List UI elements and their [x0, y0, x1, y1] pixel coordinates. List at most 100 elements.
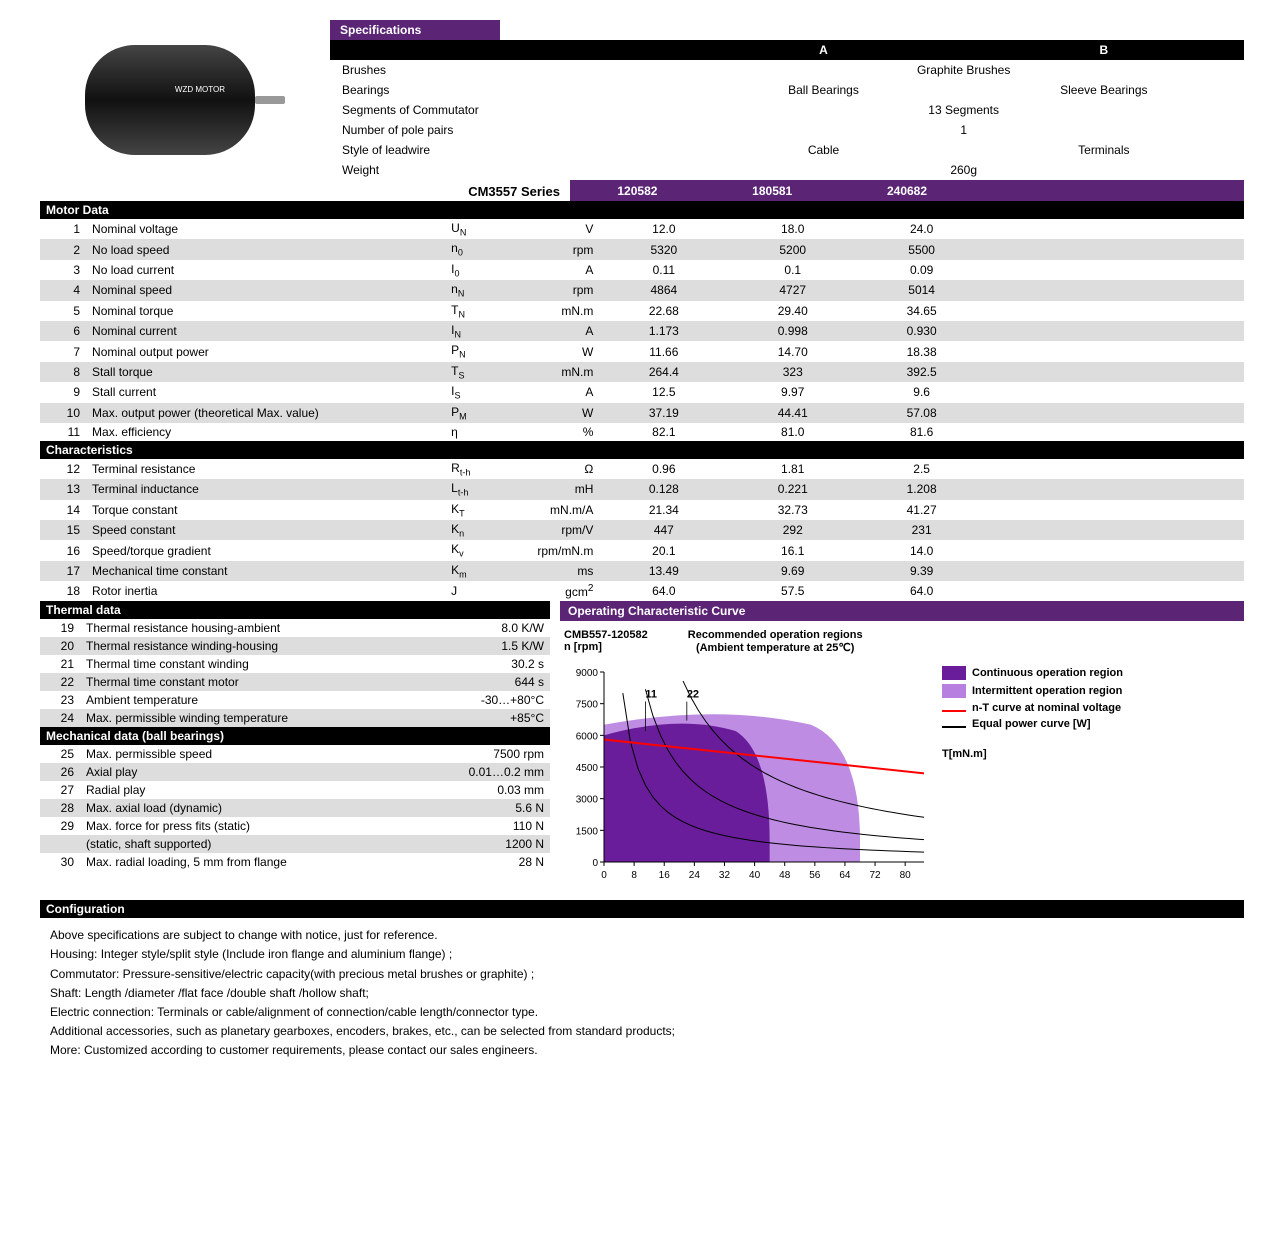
- row-value: 9.69: [728, 561, 857, 581]
- row-value: 9.97: [728, 382, 857, 402]
- row-value: 24.0: [857, 219, 986, 239]
- row-value: 0.998: [728, 321, 857, 341]
- legend-item: Continuous operation region: [942, 666, 1123, 680]
- model-header: 180581: [705, 180, 840, 201]
- row-unit: A: [505, 321, 599, 341]
- row-value: 12.5: [599, 382, 728, 402]
- row-label: Mechanical time constant: [86, 561, 445, 581]
- row-value: 2.5: [857, 459, 986, 479]
- svg-text:0: 0: [601, 870, 607, 881]
- configuration-header: Configuration: [40, 900, 1244, 918]
- svg-text:9000: 9000: [576, 668, 599, 679]
- chart-title-1: CMB557-120582: [564, 629, 648, 641]
- spec-label: Style of leadwire: [330, 140, 683, 160]
- spec-value-b: Sleeve Bearings: [964, 80, 1244, 100]
- row-number: 17: [40, 561, 86, 581]
- row-label: Thermal resistance housing-ambient: [80, 619, 428, 637]
- row-label: Stall current: [86, 382, 445, 402]
- row-unit: rpm: [505, 239, 599, 259]
- row-value: 0.930: [857, 321, 986, 341]
- row-symbol: n0: [445, 239, 505, 259]
- row-value: -30…+80°C: [428, 691, 550, 709]
- row-unit: mH: [505, 479, 599, 499]
- row-label: Nominal speed: [86, 280, 445, 300]
- spec-value: 260g: [683, 160, 1244, 180]
- row-value: 7500 rpm: [428, 745, 550, 763]
- row-number: 29: [40, 817, 80, 835]
- row-symbol: J: [445, 581, 505, 601]
- legend-item: Equal power curve [W]: [942, 718, 1123, 730]
- row-value: 5.6 N: [428, 799, 550, 817]
- row-symbol: Kv: [445, 540, 505, 560]
- chart-legend: Continuous operation regionIntermittent …: [942, 662, 1123, 892]
- row-unit: rpm/V: [505, 520, 599, 540]
- row-label: Max. output power (theoretical Max. valu…: [86, 403, 445, 423]
- row-symbol: I0: [445, 260, 505, 280]
- row-symbol: IN: [445, 321, 505, 341]
- row-label: Axial play: [80, 763, 428, 781]
- row-label: Max. permissible speed: [80, 745, 428, 763]
- row-label: Max. efficiency: [86, 423, 445, 441]
- row-number: 6: [40, 321, 86, 341]
- model-header: 120582: [570, 180, 705, 201]
- row-number: 3: [40, 260, 86, 280]
- row-value: +85°C: [428, 709, 550, 727]
- svg-text:48: 48: [779, 870, 791, 881]
- spec-col-b: B: [964, 40, 1244, 60]
- top-row: WZD MOTOR Specifications A B BrushesGrap…: [40, 20, 1244, 180]
- row-unit: mN.m: [505, 301, 599, 321]
- row-label: Max. axial load (dynamic): [80, 799, 428, 817]
- specifications-box: Specifications A B BrushesGraphite Brush…: [330, 20, 1244, 180]
- thermal-table: Thermal data 19Thermal resistance housin…: [40, 601, 550, 871]
- row-number: [40, 835, 80, 853]
- row-symbol: PM: [445, 403, 505, 423]
- config-line: Additional accessories, such as planetar…: [50, 1022, 1234, 1041]
- motor-data-table: Motor Data 1Nominal voltageUNV12.018.024…: [40, 201, 1244, 601]
- row-value: 9.6: [857, 382, 986, 402]
- row-symbol: Km: [445, 561, 505, 581]
- row-value: 447: [599, 520, 728, 540]
- motor-image: WZD MOTOR: [40, 20, 300, 180]
- row-value: 20.1: [599, 540, 728, 560]
- row-number: 23: [40, 691, 80, 709]
- row-label: Terminal resistance: [86, 459, 445, 479]
- row-unit: A: [505, 382, 599, 402]
- config-line: Above specifications are subject to chan…: [50, 926, 1234, 945]
- row-symbol: Kn: [445, 520, 505, 540]
- row-symbol: Rt-h: [445, 459, 505, 479]
- config-line: Electric connection: Terminals or cable/…: [50, 1003, 1234, 1022]
- datasheet-page: WZD MOTOR Specifications A B BrushesGrap…: [0, 0, 1284, 1089]
- row-value: 16.1: [728, 540, 857, 560]
- row-number: 30: [40, 853, 80, 871]
- row-value: 18.0: [728, 219, 857, 239]
- row-value: 392.5: [857, 362, 986, 382]
- row-unit: W: [505, 341, 599, 361]
- row-label: Ambient temperature: [80, 691, 428, 709]
- row-value: 11.66: [599, 341, 728, 361]
- row-value: 4864: [599, 280, 728, 300]
- svg-text:3000: 3000: [576, 795, 599, 806]
- row-value: 0.11: [599, 260, 728, 280]
- motor-data-header: Motor Data: [40, 201, 1244, 219]
- row-value: 34.65: [857, 301, 986, 321]
- row-label: Max. force for press fits (static): [80, 817, 428, 835]
- row-value: 29.40: [728, 301, 857, 321]
- row-value: 0.03 mm: [428, 781, 550, 799]
- spec-label: Segments of Commutator: [330, 100, 683, 120]
- row-unit: V: [505, 219, 599, 239]
- svg-text:7500: 7500: [576, 700, 599, 711]
- spec-value: 1: [683, 120, 1244, 140]
- series-title: CM3557 Series: [40, 180, 570, 201]
- row-value: 32.73: [728, 500, 857, 520]
- svg-text:4500: 4500: [576, 763, 599, 774]
- row-value: 57.5: [728, 581, 857, 601]
- row-value: 0.128: [599, 479, 728, 499]
- row-label: Thermal resistance winding-housing: [80, 637, 428, 655]
- row-label: Nominal current: [86, 321, 445, 341]
- specifications-table: A B BrushesGraphite BrushesBearingsBall …: [330, 40, 1244, 180]
- model-header-table: 120582180581240682: [570, 180, 1244, 201]
- row-number: 18: [40, 581, 86, 601]
- chart-note-1: Recommended operation regions: [688, 629, 863, 641]
- row-value: 292: [728, 520, 857, 540]
- row-number: 12: [40, 459, 86, 479]
